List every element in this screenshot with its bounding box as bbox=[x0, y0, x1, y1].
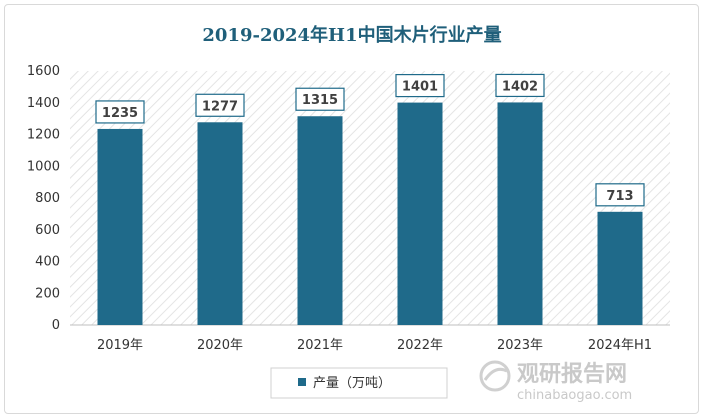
bar bbox=[297, 116, 343, 326]
data-label-box bbox=[295, 87, 345, 111]
x-tick-label: 2020年 bbox=[197, 338, 243, 353]
y-tick-label: 600 bbox=[35, 223, 60, 238]
y-tick-label: 200 bbox=[35, 286, 60, 301]
watermark: 观研报告网 chinabaogao.com bbox=[479, 360, 632, 403]
plot-area-background bbox=[70, 71, 670, 325]
data-label-box bbox=[495, 73, 545, 98]
bar-series: 1235 1277 1315 1401 1402 713 bbox=[95, 73, 645, 326]
watermark-text-cn: 观研报告网 bbox=[517, 362, 627, 387]
watermark-logo-icon bbox=[479, 360, 511, 392]
data-label-box bbox=[395, 73, 445, 98]
data-label: 1402 bbox=[502, 79, 538, 94]
bar bbox=[597, 211, 643, 325]
data-label-box bbox=[95, 100, 145, 124]
legend-swatch bbox=[298, 378, 306, 386]
data-label: 1235 bbox=[102, 106, 138, 121]
y-tick-label: 0 bbox=[52, 318, 60, 333]
chart-frame: 2019-2024年H1中国木片行业产量 0 200 400 600 800 1000 12… bbox=[4, 4, 699, 414]
y-tick-label: 1000 bbox=[27, 159, 60, 174]
x-tick-label: 2024年H1 bbox=[588, 338, 652, 353]
chart: 2019-2024年H1中国木片行业产量 0 200 400 600 800 1000 12… bbox=[27, 24, 670, 403]
y-tick-label: 1600 bbox=[27, 64, 60, 79]
x-tick-label: 2022年 bbox=[397, 338, 443, 353]
watermark-text-en: chinabaogao.com bbox=[517, 388, 632, 403]
x-axis: 2019年 2020年 2021年 2022年 2023年 2024年H1 bbox=[97, 338, 652, 353]
x-tick-label: 2023年 bbox=[497, 338, 543, 353]
bar bbox=[97, 128, 143, 325]
y-tick-label: 400 bbox=[35, 255, 60, 270]
bar bbox=[497, 102, 543, 326]
data-label: 1315 bbox=[302, 93, 338, 108]
y-tick-label: 800 bbox=[35, 191, 60, 206]
legend-label: 产量（万吨） bbox=[313, 376, 391, 391]
data-label: 713 bbox=[606, 189, 633, 204]
bar bbox=[197, 122, 243, 326]
x-tick-label: 2021年 bbox=[297, 338, 343, 353]
y-axis: 0 200 400 600 800 1000 1200 1400 1600 bbox=[27, 64, 60, 333]
legend: 产量（万吨） bbox=[270, 367, 448, 399]
y-tick-label: 1200 bbox=[27, 128, 60, 143]
data-label-box bbox=[195, 93, 245, 117]
data-label: 1277 bbox=[202, 99, 238, 114]
x-tick-label: 2019年 bbox=[97, 338, 143, 353]
data-label: 1401 bbox=[402, 80, 438, 95]
chart-title: 2019-2024年H1中国木片行业产量 bbox=[202, 24, 501, 46]
bar bbox=[397, 102, 443, 325]
data-label-box bbox=[595, 183, 645, 207]
y-tick-label: 1400 bbox=[27, 96, 60, 111]
